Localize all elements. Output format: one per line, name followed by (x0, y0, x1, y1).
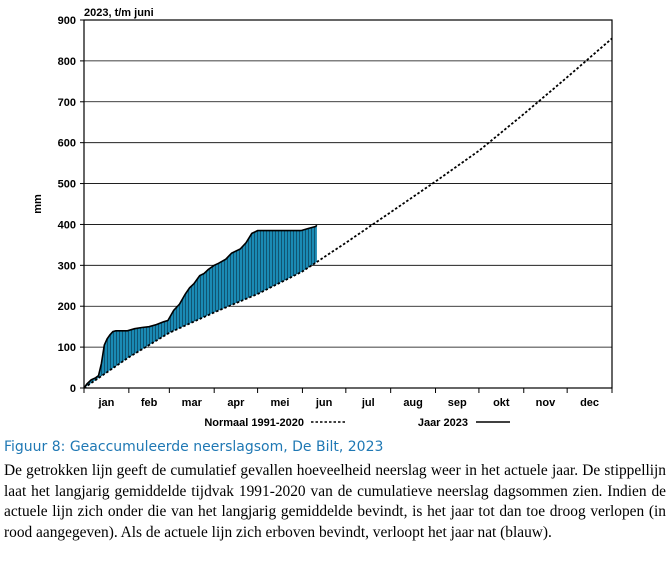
x-tick-label: aug (403, 397, 423, 409)
plot-area: 0 100 200 300 400 500 600 700 800 900 jan feb mar ap… (58, 15, 613, 409)
x-tick-label: mei (271, 397, 290, 409)
figure-description: De getrokken lijn geeft de cumulatief ge… (4, 462, 666, 541)
x-tick-label: mar (182, 397, 203, 409)
series-lines (83, 37, 613, 389)
x-tick-label: okt (493, 397, 510, 409)
y-tick-label: 200 (58, 301, 76, 313)
y-tick-label: 900 (58, 15, 76, 27)
figure-caption: Figuur 8: Geaccumuleerde neerslagsom, De… (4, 439, 384, 455)
x-tick-label: jan (97, 397, 114, 409)
y-tick-label: 500 (58, 179, 76, 191)
x-tick-label: dec (580, 397, 599, 409)
y-tick-label: 400 (58, 219, 76, 231)
y-tick-label: 600 (58, 138, 76, 150)
y-tick-label: 700 (58, 97, 76, 109)
x-tick-label: apr (227, 397, 245, 409)
y-tick-label: 100 (58, 342, 76, 354)
x-axis: jan feb mar apr mei jun jul aug sep okt nov dec (83, 388, 613, 409)
y-axis: 0 100 200 300 400 500 600 700 800 900 (58, 15, 84, 395)
x-tick-label: jul (361, 397, 375, 409)
plot-frame (83, 19, 613, 389)
legend-actual-label: Jaar 2023 (418, 417, 468, 429)
legend-normal-label: Normaal 1991-2020 (204, 417, 304, 429)
chart-title: 2023, t/m juni (84, 7, 154, 19)
legend: Normaal 1991-2020 Jaar 2023 (204, 417, 510, 429)
series-normal-line (83, 37, 613, 389)
series-actual-line (83, 224, 318, 389)
x-tick-label: sep (448, 397, 467, 409)
x-tick-label: jun (315, 397, 333, 409)
y-tick-label: 0 (70, 383, 76, 395)
x-tick-label: nov (536, 397, 556, 409)
y-tick-label: 300 (58, 260, 76, 272)
gridlines (84, 60, 612, 348)
difference-area (84, 225, 317, 388)
cumulative-precipitation-chart: 0 100 200 300 400 500 600 700 800 900 jan feb mar ap… (32, 7, 613, 429)
y-axis-label: mm (32, 194, 44, 214)
wet-area (84, 225, 317, 388)
x-tick-label: feb (141, 397, 158, 409)
y-tick-label: 800 (58, 56, 76, 68)
